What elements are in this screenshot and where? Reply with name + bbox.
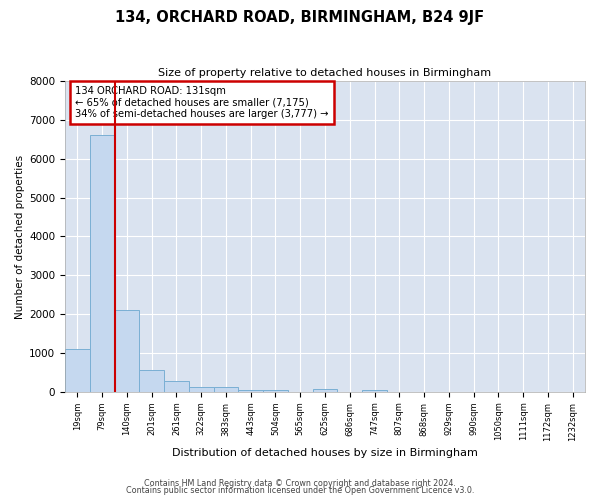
X-axis label: Distribution of detached houses by size in Birmingham: Distribution of detached houses by size … <box>172 448 478 458</box>
Bar <box>164 382 189 392</box>
Bar <box>238 390 263 392</box>
Text: 134, ORCHARD ROAD, BIRMINGHAM, B24 9JF: 134, ORCHARD ROAD, BIRMINGHAM, B24 9JF <box>115 10 485 25</box>
Bar <box>189 387 214 392</box>
Text: Contains HM Land Registry data © Crown copyright and database right 2024.: Contains HM Land Registry data © Crown c… <box>144 478 456 488</box>
Title: Size of property relative to detached houses in Birmingham: Size of property relative to detached ho… <box>158 68 491 78</box>
Text: Contains public sector information licensed under the Open Government Licence v3: Contains public sector information licen… <box>126 486 474 495</box>
Bar <box>362 390 387 392</box>
Text: 134 ORCHARD ROAD: 131sqm
← 65% of detached houses are smaller (7,175)
34% of sem: 134 ORCHARD ROAD: 131sqm ← 65% of detach… <box>76 86 329 119</box>
Bar <box>65 349 90 392</box>
Bar <box>263 390 288 392</box>
Y-axis label: Number of detached properties: Number of detached properties <box>15 154 25 318</box>
Bar <box>214 387 238 392</box>
Bar <box>313 388 337 392</box>
Bar <box>139 370 164 392</box>
Bar <box>90 136 115 392</box>
Bar <box>115 310 139 392</box>
